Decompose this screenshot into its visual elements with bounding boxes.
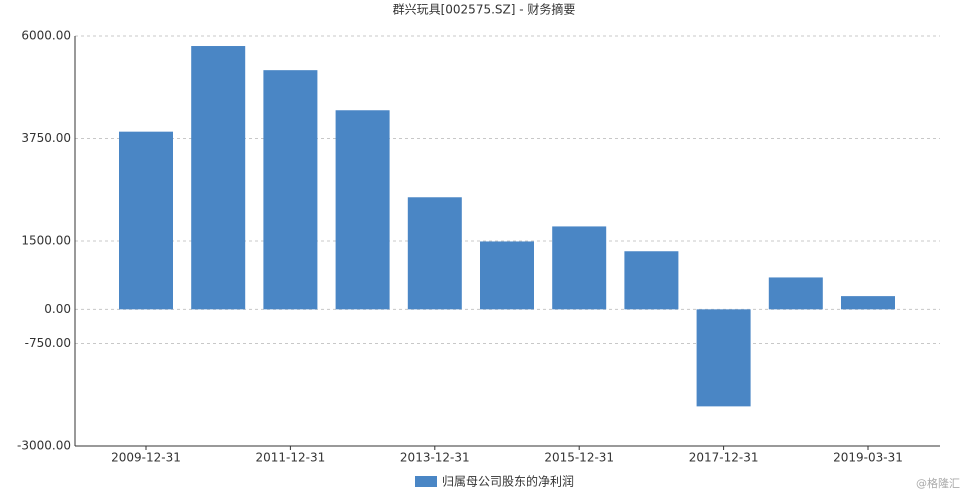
bar xyxy=(624,251,679,310)
y-tick-label: -750.00 xyxy=(25,336,71,350)
x-tick-label: 2011-12-31 xyxy=(256,451,326,465)
bar xyxy=(696,309,751,407)
bar xyxy=(841,296,895,310)
bar xyxy=(191,46,246,310)
y-tick-label: 0.00 xyxy=(44,302,71,316)
x-tick-label: 2015-12-31 xyxy=(544,451,614,465)
legend-swatch xyxy=(415,476,437,487)
y-tick-label: 6000.00 xyxy=(21,29,71,43)
y-tick-label: 1500.00 xyxy=(21,234,71,248)
bar xyxy=(263,70,318,310)
bar xyxy=(119,131,173,310)
x-tick-label: 2013-12-31 xyxy=(400,451,470,465)
bar xyxy=(407,197,462,310)
legend-label: 归属母公司股东的净利润 xyxy=(442,474,574,489)
x-tick-label: 2017-12-31 xyxy=(689,451,759,465)
x-tick-label: 2019-03-31 xyxy=(833,451,903,465)
y-tick-label: -3000.00 xyxy=(17,439,71,453)
chart-title: 群兴玩具[002575.SZ] - 财务摘要 xyxy=(393,2,576,17)
bar xyxy=(768,277,823,310)
bar xyxy=(335,110,390,310)
watermark: @格隆汇 xyxy=(916,476,960,490)
x-tick-label: 2009-12-31 xyxy=(111,451,181,465)
bar xyxy=(480,241,534,310)
bar xyxy=(552,226,607,310)
y-tick-label: 3750.00 xyxy=(21,131,71,145)
